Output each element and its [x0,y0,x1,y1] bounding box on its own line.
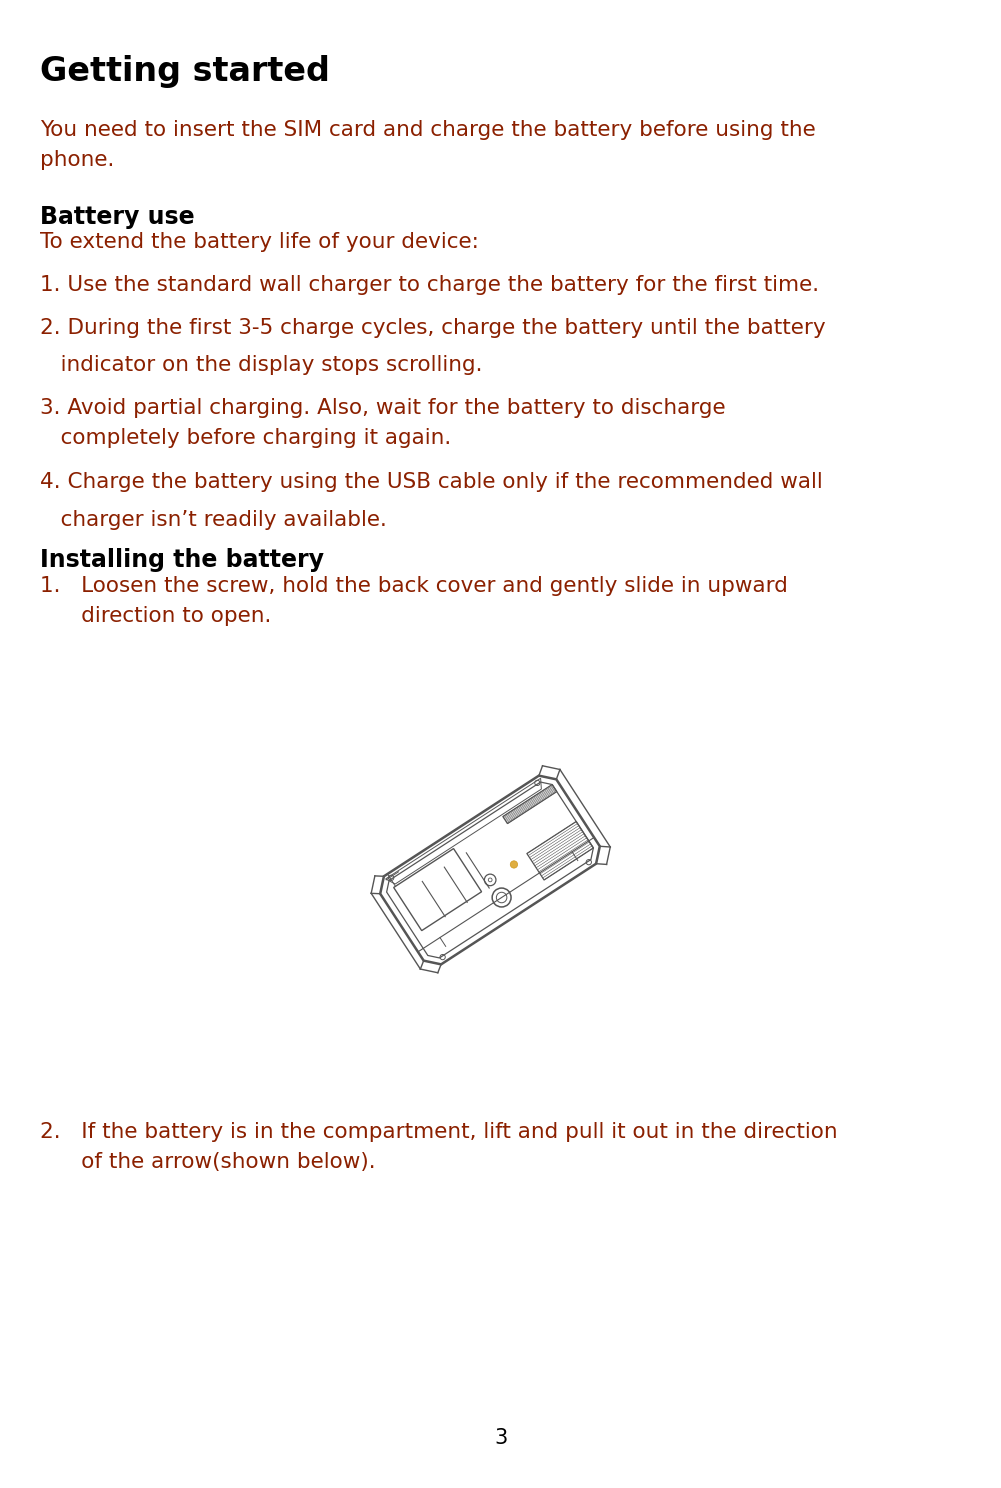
Text: indicator on the display stops scrolling.: indicator on the display stops scrolling… [40,356,482,375]
Text: Getting started: Getting started [40,55,330,88]
Text: 2.   If the battery is in the compartment, lift and pull it out in the direction: 2. If the battery is in the compartment,… [40,1122,838,1141]
Text: completely before charging it again.: completely before charging it again. [40,429,451,448]
Circle shape [511,860,518,868]
Text: phone.: phone. [40,150,114,170]
Text: direction to open.: direction to open. [40,606,271,626]
Text: 4. Charge the battery using the USB cable only if the recommended wall: 4. Charge the battery using the USB cabl… [40,472,823,493]
Text: charger isn’t readily available.: charger isn’t readily available. [40,510,386,530]
Text: 1. Use the standard wall charger to charge the battery for the first time.: 1. Use the standard wall charger to char… [40,275,819,295]
Text: 3. Avoid partial charging. Also, wait for the battery to discharge: 3. Avoid partial charging. Also, wait fo… [40,397,726,418]
Text: 3: 3 [493,1428,508,1448]
Text: of the arrow(shown below).: of the arrow(shown below). [40,1152,375,1173]
Text: 2. During the first 3-5 charge cycles, charge the battery until the battery: 2. During the first 3-5 charge cycles, c… [40,318,826,338]
Text: To extend the battery life of your device:: To extend the battery life of your devic… [40,232,478,251]
Text: Battery use: Battery use [40,205,194,229]
Text: 1.   Loosen the screw, hold the back cover and gently slide in upward: 1. Loosen the screw, hold the back cover… [40,576,788,597]
Text: Installing the battery: Installing the battery [40,548,324,571]
Text: You need to insert the SIM card and charge the battery before using the: You need to insert the SIM card and char… [40,121,816,140]
